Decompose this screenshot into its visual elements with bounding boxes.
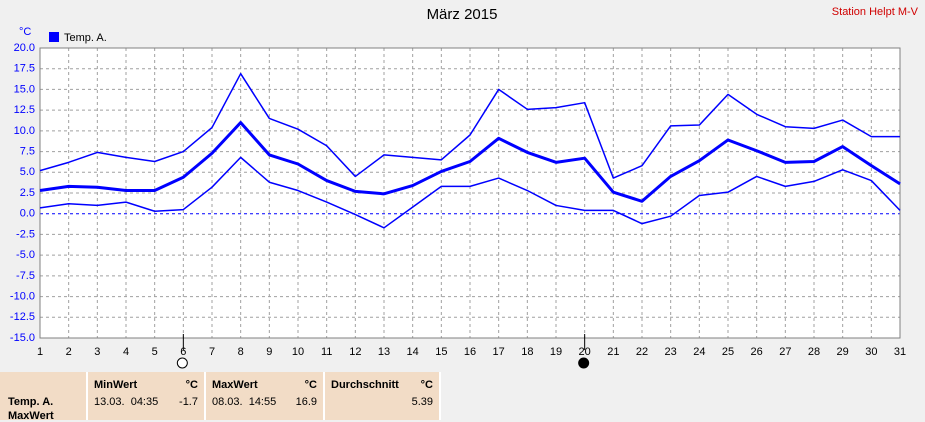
stat-value: 16.9 [295, 396, 317, 408]
y-tick-label: 15.0 [14, 83, 35, 95]
col-header: MinWert [94, 379, 138, 391]
x-tick-label: 15 [435, 346, 447, 358]
x-tick-label: 6 [180, 346, 186, 358]
moon-marker [578, 357, 590, 369]
stat-cell: MinWert °C 13.03. 04:35 -1.7 [88, 372, 206, 420]
y-tick-label: 12.5 [14, 104, 35, 116]
stat-value: -1.7 [179, 396, 198, 408]
y-tick-label: -7.5 [16, 270, 35, 282]
x-tick-label: 21 [607, 346, 619, 358]
x-tick-label: 20 [579, 346, 591, 358]
y-tick-label: 10.0 [14, 125, 35, 137]
y-tick-label: 20.0 [14, 42, 35, 54]
row-label-cell: Temp. A. MaxWert [0, 372, 88, 422]
x-tick-label: 25 [722, 346, 734, 358]
x-tick-label: 10 [292, 346, 304, 358]
x-tick-label: 14 [407, 346, 419, 358]
col-unit: °C [304, 379, 317, 391]
series-line [39, 72, 900, 179]
y-tick-label: -15.0 [10, 332, 35, 344]
x-tick-label: 24 [693, 346, 705, 358]
x-tick-label: 8 [238, 346, 244, 358]
x-tick-label: 9 [266, 346, 272, 358]
station-name: Station Helpt M-V [832, 6, 919, 18]
x-tick-label: 31 [894, 346, 906, 358]
stat-cell: MaxWert °C 08.03. 14:55 16.9 [206, 372, 325, 420]
col-unit: °C [185, 379, 198, 391]
chart: März 2015 Station Helpt M-V °C Temp. A. … [10, 6, 919, 369]
col-unit: °C [420, 379, 433, 391]
x-tick-label: 12 [349, 346, 361, 358]
moon-marker [176, 357, 188, 369]
x-tick-label: 2 [66, 346, 72, 358]
y-tick-label: 17.5 [14, 63, 35, 75]
stat-value: 5.39 [411, 396, 433, 408]
x-tick-label: 3 [94, 346, 100, 358]
x-tick-label: 29 [837, 346, 849, 358]
row-label: MaxWert [8, 410, 54, 422]
y-tick-label: 2.5 [20, 187, 35, 199]
col-header: MaxWert [212, 379, 258, 391]
x-tick-label: 30 [865, 346, 877, 358]
stats-table: Temp. A. MaxWert MinWert °C 13.03. 04:35… [0, 372, 925, 422]
series-line [39, 121, 901, 203]
x-tick-label: 4 [123, 346, 129, 358]
x-tick-label: 7 [209, 346, 215, 358]
y-tick-label: -2.5 [16, 228, 35, 240]
legend-swatch [49, 32, 59, 42]
row-label: Temp. A. [8, 396, 54, 408]
series-line [39, 156, 901, 229]
y-tick-label: 7.5 [20, 145, 35, 157]
y-unit: °C [19, 26, 31, 38]
y-tick-label: -12.5 [10, 311, 35, 323]
x-tick-label: 18 [521, 346, 533, 358]
x-tick-label: 19 [550, 346, 562, 358]
stat-time: 08.03. 14:55 [212, 396, 277, 408]
chart-title: März 2015 [427, 6, 498, 23]
x-tick-label: 28 [808, 346, 820, 358]
stat-time: 13.03. 04:35 [94, 396, 159, 408]
legend-label: Temp. A. [64, 32, 107, 44]
x-tick-label: 16 [464, 346, 476, 358]
y-tick-label: -10.0 [10, 290, 35, 302]
x-tick-label: 13 [378, 346, 390, 358]
x-tick-label: 27 [779, 346, 791, 358]
x-tick-label: 11 [321, 346, 332, 358]
stat-cell: Durchschnitt °C 5.39 [325, 372, 441, 420]
x-tick-label: 22 [636, 346, 648, 358]
x-tick-label: 26 [751, 346, 763, 358]
x-tick-label: 5 [152, 346, 158, 358]
plot-border [39, 47, 901, 339]
x-tick-label: 23 [665, 346, 677, 358]
col-header: Durchschnitt [331, 379, 399, 391]
x-tick-label: 1 [37, 346, 43, 358]
y-tick-label: 0.0 [20, 208, 35, 220]
y-tick-label: 5.0 [20, 166, 35, 178]
x-tick-label: 17 [493, 346, 505, 358]
y-tick-label: -5.0 [16, 249, 35, 261]
